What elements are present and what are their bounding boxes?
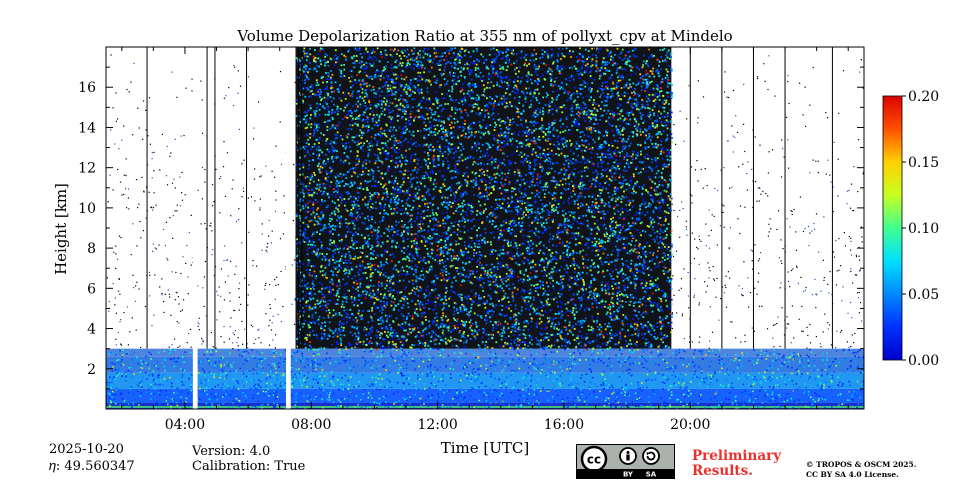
preliminary-line1: Preliminary — [692, 448, 782, 464]
footer-date: 2025-10-20 — [49, 442, 124, 457]
badge-sa-label: SA — [646, 471, 657, 479]
colorbar-tick-label: 0.20 — [908, 89, 939, 105]
heatmap-area — [106, 47, 864, 409]
y-tick-label: 12 — [78, 161, 96, 177]
sa-share-icon — [642, 447, 660, 465]
colorbar — [882, 95, 903, 361]
footer-calibration: Calibration: True — [192, 459, 306, 474]
heatmap-cells — [106, 47, 864, 409]
colorbar-tick-label: 0.05 — [908, 287, 939, 303]
preliminary-line2: Results. — [692, 463, 753, 479]
y-axis-label: Height [km] — [52, 183, 70, 275]
y-tick-label: 6 — [87, 281, 96, 297]
colorbar-tick-label: 0.10 — [908, 221, 939, 237]
x-tick-label: 04:00 — [165, 417, 205, 433]
badge-by-label: BY — [623, 471, 634, 479]
x-axis: 04:00 08:00 12:00 16:00 20:00 — [121, 47, 849, 433]
footer-eta: 𝜂: 49.560347 — [49, 459, 135, 474]
aerosol-layer-band — [106, 348, 864, 357]
y-axis: 2 4 6 8 10 12 14 16 — [78, 46, 864, 410]
data-gap — [286, 47, 291, 409]
data-gap — [192, 47, 198, 409]
y-tick-label: 14 — [78, 120, 96, 136]
y-tick-label: 8 — [87, 241, 96, 257]
x-tick-label: 12:00 — [417, 417, 457, 433]
copyright-line2: CC BY SA 4.0 License. — [806, 470, 899, 479]
footer-version: Version: 4.0 — [192, 444, 271, 459]
y-tick-label: 2 — [87, 362, 96, 378]
x-tick-label: 20:00 — [670, 417, 710, 433]
ground-line — [106, 405, 864, 408]
colorbar-tick-label: 0.00 — [908, 353, 939, 369]
y-tick-label: 4 — [87, 322, 96, 338]
colorbar-ticks: 0.00 0.05 0.10 0.15 0.20 — [902, 89, 939, 369]
copyright-line1: © TROPOS & OSCM 2025. — [806, 460, 917, 469]
cc-license-badge: cc BY SA — [576, 444, 675, 479]
cc-logo-text: cc — [587, 453, 601, 467]
x-tick-label: 16:00 — [544, 417, 584, 433]
y-tick-label: 10 — [78, 201, 96, 217]
y-tick-label: 16 — [78, 80, 96, 96]
x-tick-label: 08:00 — [291, 417, 331, 433]
colorbar-tick-label: 0.15 — [908, 155, 939, 171]
chart-title: Volume Depolarization Ratio at 355 nm of… — [236, 27, 732, 45]
x-axis-label: Time [UTC] — [441, 439, 530, 457]
